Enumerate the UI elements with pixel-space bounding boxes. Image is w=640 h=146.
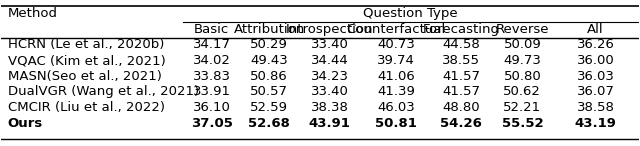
Text: 34.02: 34.02 [193,54,230,67]
Text: 50.09: 50.09 [504,38,541,51]
Text: Ours: Ours [8,117,43,130]
Text: MASN(Seo et al., 2021): MASN(Seo et al., 2021) [8,70,162,83]
Text: Counterfactual: Counterfactual [346,23,445,36]
Text: 50.81: 50.81 [375,117,417,130]
Text: 34.23: 34.23 [310,70,349,83]
Text: 33.83: 33.83 [193,70,230,83]
Text: Introspection: Introspection [286,23,373,36]
Text: 34.17: 34.17 [193,38,230,51]
Text: 50.86: 50.86 [250,70,288,83]
Text: 36.03: 36.03 [577,70,614,83]
Text: 50.29: 50.29 [250,38,288,51]
Text: 41.39: 41.39 [377,85,415,98]
Text: 36.00: 36.00 [577,54,614,67]
Text: 33.91: 33.91 [193,85,230,98]
Text: 40.73: 40.73 [377,38,415,51]
Text: 55.52: 55.52 [502,117,543,130]
Text: 44.58: 44.58 [442,38,480,51]
Text: Method: Method [8,7,58,20]
Text: Attribution: Attribution [234,23,305,36]
Text: 49.43: 49.43 [250,54,288,67]
Text: 39.74: 39.74 [377,54,415,67]
Text: 36.07: 36.07 [577,85,614,98]
Text: 36.10: 36.10 [193,101,230,114]
Text: Reverse: Reverse [495,23,549,36]
Text: 49.73: 49.73 [504,54,541,67]
Text: 52.59: 52.59 [250,101,288,114]
Text: 54.26: 54.26 [440,117,482,130]
Text: 50.80: 50.80 [504,70,541,83]
Text: 43.91: 43.91 [308,117,351,130]
Text: DualVGR (Wang et al., 2021): DualVGR (Wang et al., 2021) [8,85,199,98]
Text: 41.06: 41.06 [377,70,415,83]
Text: CMCIR (Liu et al., 2022): CMCIR (Liu et al., 2022) [8,101,164,114]
Text: 46.03: 46.03 [377,101,415,114]
Text: VQAC (Kim et al., 2021): VQAC (Kim et al., 2021) [8,54,166,67]
Text: 50.57: 50.57 [250,85,288,98]
Text: 43.19: 43.19 [575,117,616,130]
Text: 48.80: 48.80 [442,101,480,114]
Text: 41.57: 41.57 [442,70,480,83]
Text: 36.26: 36.26 [577,38,614,51]
Text: 38.55: 38.55 [442,54,480,67]
Text: 33.40: 33.40 [310,85,349,98]
Text: 52.21: 52.21 [503,101,541,114]
Text: 34.44: 34.44 [310,54,348,67]
Text: Basic: Basic [194,23,229,36]
Text: 37.05: 37.05 [191,117,232,130]
Text: HCRN (Le et al., 2020b): HCRN (Le et al., 2020b) [8,38,164,51]
Text: 33.40: 33.40 [310,38,349,51]
Text: 38.58: 38.58 [577,101,614,114]
Text: 38.38: 38.38 [310,101,349,114]
Text: 50.62: 50.62 [504,85,541,98]
Text: Forecasting: Forecasting [422,23,500,36]
Text: 52.68: 52.68 [248,117,290,130]
Text: Question Type: Question Type [364,7,458,20]
Text: 41.57: 41.57 [442,85,480,98]
Text: All: All [588,23,604,36]
